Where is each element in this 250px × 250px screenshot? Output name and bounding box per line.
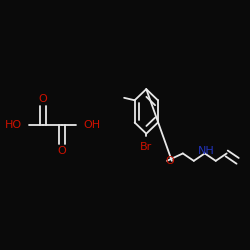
- Text: O: O: [165, 156, 174, 166]
- Text: Br: Br: [140, 142, 152, 152]
- Text: HO: HO: [5, 120, 22, 130]
- Text: O: O: [58, 146, 66, 156]
- Text: OH: OH: [83, 120, 100, 130]
- Text: O: O: [38, 94, 47, 104]
- Text: NH: NH: [198, 146, 214, 156]
